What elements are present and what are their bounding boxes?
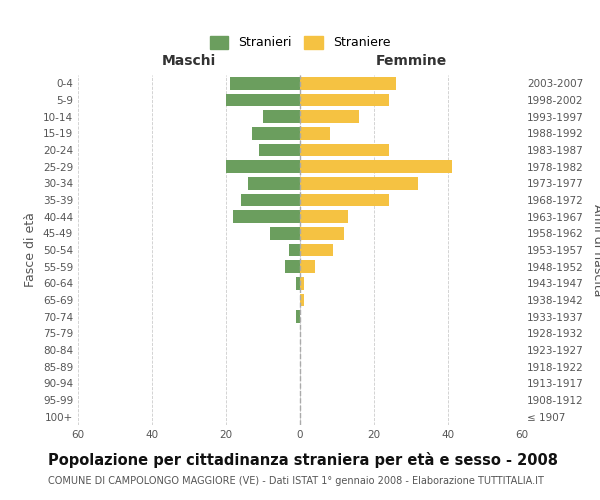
Y-axis label: Anni di nascita: Anni di nascita bbox=[590, 204, 600, 296]
Bar bbox=[271, 227, 300, 239]
Bar bbox=[300, 244, 334, 256]
Bar bbox=[252, 127, 300, 140]
Bar bbox=[300, 177, 418, 190]
Bar bbox=[226, 94, 300, 106]
Text: Popolazione per cittadinanza straniera per età e sesso - 2008: Popolazione per cittadinanza straniera p… bbox=[48, 452, 558, 468]
Bar bbox=[300, 227, 344, 239]
Text: COMUNE DI CAMPOLONGO MAGGIORE (VE) - Dati ISTAT 1° gennaio 2008 - Elaborazione T: COMUNE DI CAMPOLONGO MAGGIORE (VE) - Dat… bbox=[48, 476, 544, 486]
Bar bbox=[300, 94, 389, 106]
Bar bbox=[300, 77, 396, 90]
Bar bbox=[296, 310, 300, 323]
Text: Maschi: Maschi bbox=[162, 54, 216, 68]
Bar bbox=[300, 194, 389, 206]
Bar bbox=[300, 160, 452, 173]
Bar bbox=[248, 177, 300, 190]
Bar bbox=[300, 110, 359, 123]
Bar bbox=[296, 277, 300, 289]
Bar bbox=[226, 160, 300, 173]
Bar bbox=[300, 144, 389, 156]
Y-axis label: Fasce di età: Fasce di età bbox=[25, 212, 37, 288]
Bar bbox=[300, 277, 304, 289]
Bar bbox=[259, 144, 300, 156]
Bar bbox=[300, 260, 315, 273]
Bar bbox=[300, 127, 329, 140]
Bar bbox=[300, 210, 348, 223]
Bar bbox=[285, 260, 300, 273]
Legend: Stranieri, Straniere: Stranieri, Straniere bbox=[209, 36, 391, 50]
Bar bbox=[289, 244, 300, 256]
Bar bbox=[300, 294, 304, 306]
Bar bbox=[241, 194, 300, 206]
Bar bbox=[233, 210, 300, 223]
Bar bbox=[263, 110, 300, 123]
Bar bbox=[230, 77, 300, 90]
Text: Femmine: Femmine bbox=[376, 54, 446, 68]
